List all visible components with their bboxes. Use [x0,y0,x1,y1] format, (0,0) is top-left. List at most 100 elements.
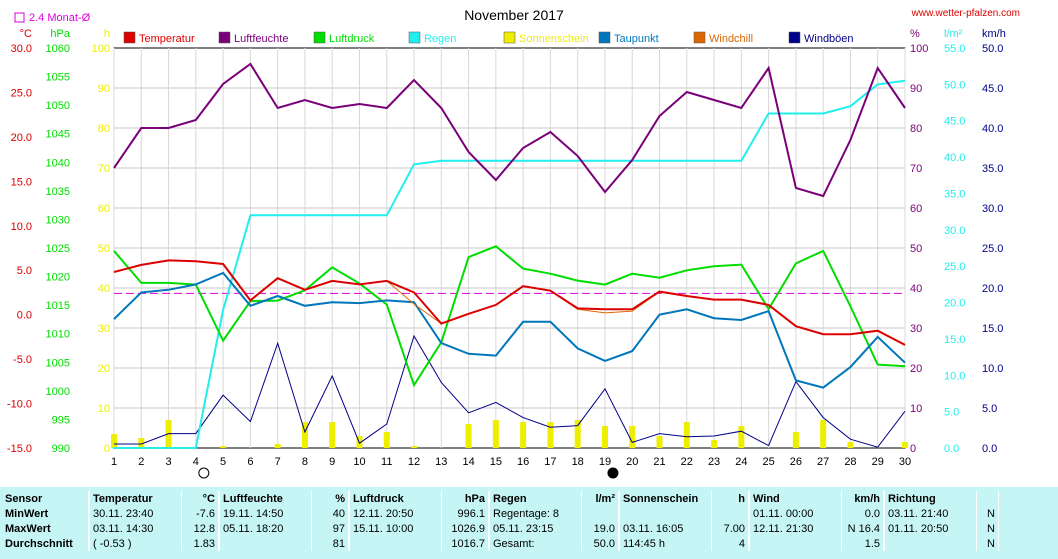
stats-cell: 30.11. 23:40 [89,506,182,521]
legend-label-dewpoint: Taupunkt [614,33,659,45]
x-tick-label: 12 [408,456,420,468]
stats-cell: ( -0.53 ) [89,536,182,551]
temperature-axis-tick: 25.0 [11,87,32,99]
humidity-line [113,62,906,198]
humidity-axis-tick: 30 [910,323,922,335]
temperature-axis-tick: 5.0 [17,265,32,277]
stats-cell: 1026.9 [441,521,490,536]
sunshine-bar [683,422,690,448]
x-tick-label: 19 [599,456,611,468]
stats-cell: 114:45 h [619,536,712,551]
stats-cell [749,536,842,551]
legend-swatch-dewpoint [598,31,611,44]
stats-cell: 1.83 [181,536,220,551]
wind-axis-tick: 45.0 [982,83,1003,95]
stats-cell: MinWert [2,506,90,521]
website-label: www.wetter-pfalzen.com [911,8,1020,19]
stats-cell [619,506,712,521]
sunshine-bar [601,426,608,448]
stats-cell: 03.11. 21:40 [884,506,977,521]
legend-swatch-windchill [693,31,706,44]
sunshine-bar [274,444,281,448]
stats-cell: 03.11. 16:05 [619,521,712,536]
pressure-axis-tick: 1040 [46,157,70,169]
x-tick-label: 29 [872,456,884,468]
sunshine-bar [792,432,799,448]
x-tick-label: 16 [517,456,529,468]
sunshine-bar [847,442,854,448]
pressure-axis-tick: 1025 [46,243,70,255]
x-tick-label: 14 [462,456,474,468]
stats-cell: 19.11. 14:50 [219,506,312,521]
sunshine-axis-unit: h [104,28,110,40]
sunshine-axis-tick: 30 [98,323,110,335]
legend-swatch-humidity [218,31,231,44]
x-tick-label: 24 [735,456,747,468]
x-tick-label: 9 [329,456,335,468]
x-tick-label: 3 [165,456,171,468]
wind-axis-tick: 5.0 [982,403,997,415]
stats-cell [349,536,442,551]
legend-label-pressure: Luftdruck [329,33,375,45]
wind-axis-unit: km/h [982,28,1006,40]
chart-marks [111,62,908,449]
stats-cell: 15.11. 10:00 [349,521,442,536]
temperature-axis-tick: 15.0 [11,176,32,188]
stats-cell: % [311,491,350,506]
sunshine-axis-tick: 90 [98,83,110,95]
sunshine-bar [711,440,718,448]
temperature-axis-tick: 30.0 [11,43,32,55]
legend-label-temperature: Temperatur [139,33,195,45]
x-tick-label: 30 [899,456,911,468]
x-tick-label: 10 [353,456,365,468]
legend-label-humidity: Luftfeuchte [234,33,288,45]
stats-cell: 81 [311,536,350,551]
new-moon-icon [198,467,210,479]
sunshine-axis-tick: 80 [98,123,110,135]
legend-swatch-pressure [313,31,326,44]
rain-axis-tick: 0.0 [944,443,959,455]
rain-axis-tick: 45.0 [944,116,965,128]
sunshine-bar [520,422,527,448]
stats-cell: 12.8 [181,521,220,536]
wind-axis-tick: 50.0 [982,43,1003,55]
sunshine-bar [738,426,745,448]
temperature-axis-tick: 20.0 [11,132,32,144]
stats-cell [581,506,620,521]
legend-swatch-rain [408,31,421,44]
sunshine-bar [301,422,308,448]
stats-header-row: Sensor Temperatur °C Luftfeuchte% Luftdruck h… [2,491,999,506]
stats-cell: Regentage: 8 [489,506,582,521]
temperature-axis-tick: -10.0 [7,399,32,411]
x-tick-label: 23 [708,456,720,468]
sunshine-axis-tick: 60 [98,203,110,215]
stats-cell: l/m² [581,491,620,506]
legend-swatch-temperature [123,31,136,44]
rain-axis-unit: l/m² [944,28,963,40]
stats-cell: Gesamt: [489,536,582,551]
sunshine-bar [629,426,636,448]
sunshine-bar [220,446,227,448]
wind-axis-tick: 10.0 [982,363,1003,375]
stats-cell: Richtung [884,491,977,506]
sunshine-axis-tick: 70 [98,163,110,175]
legend-label-rain: Regen [424,33,456,45]
x-tick-label: 1 [111,456,117,468]
sunshine-bar [656,436,663,448]
pressure-axis-tick: 990 [52,443,70,455]
pressure-axis-tick: 1060 [46,43,70,55]
stats-cell: Regen [489,491,582,506]
x-tick-label: 20 [626,456,638,468]
x-tick-label: 21 [653,456,665,468]
statistics-table: Sensor Temperatur °C Luftfeuchte% Luftdruck h… [2,491,999,551]
humidity-axis-tick: 40 [910,283,922,295]
temperature-line [113,259,906,346]
stats-cell: 7.00 [711,521,750,536]
stats-cell: Sonnenschein [619,491,712,506]
wind-axis-tick: 15.0 [982,323,1003,335]
wind-axis-tick: 25.0 [982,243,1003,255]
stats-cell [884,536,977,551]
stats-cell: 01.11. 20:50 [884,521,977,536]
legend-label-sunshine: Sonnenschein [519,33,589,45]
sunshine-bar [492,420,499,448]
